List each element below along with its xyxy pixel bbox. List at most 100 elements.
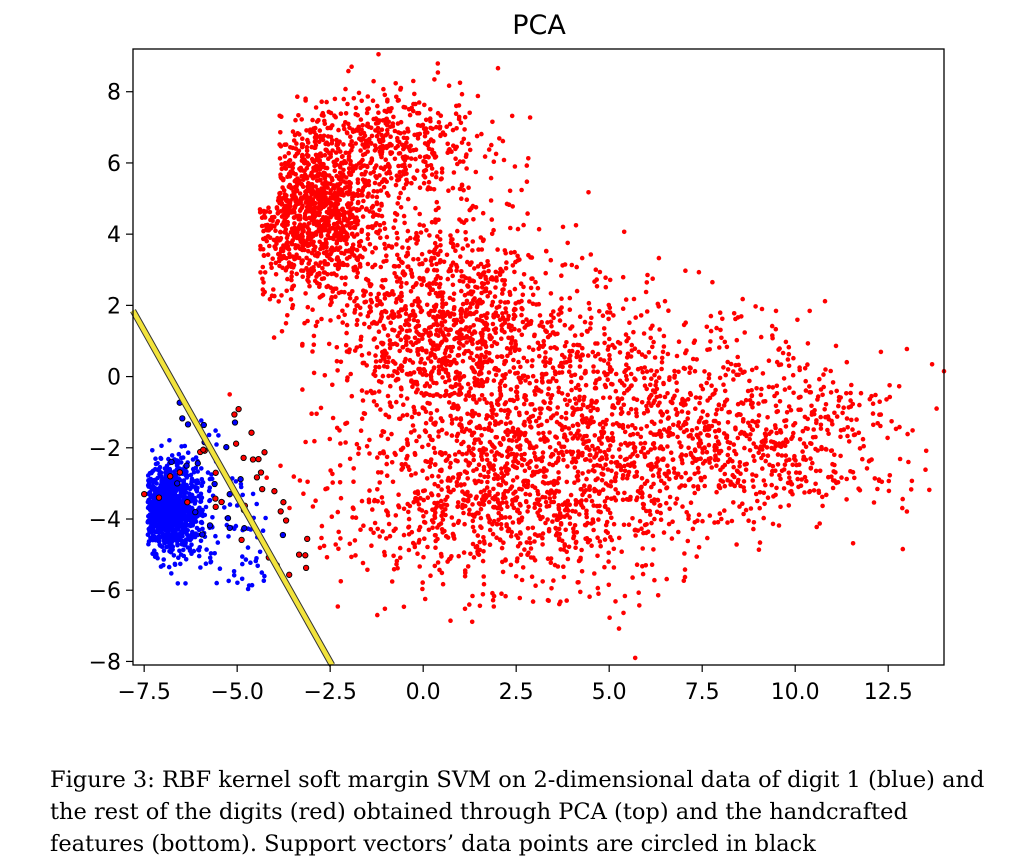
data-point-other-digits xyxy=(556,476,562,481)
data-point-other-digits xyxy=(348,134,353,139)
data-point-other-digits xyxy=(650,473,656,478)
data-point-other-digits xyxy=(461,136,467,142)
data-point-other-digits xyxy=(330,123,335,128)
data-point-other-digits xyxy=(426,527,432,533)
data-point-other-digits xyxy=(514,438,519,444)
data-point-other-digits xyxy=(477,397,482,402)
data-point-other-digits xyxy=(569,262,575,268)
data-point-other-digits xyxy=(706,375,712,381)
data-point-other-digits xyxy=(607,356,612,362)
data-point-other-digits xyxy=(838,453,843,459)
data-point-other-digits xyxy=(747,448,753,453)
data-point-other-digits xyxy=(460,489,465,494)
data-point-other-digits xyxy=(494,535,499,540)
data-point-other-digits xyxy=(486,499,492,505)
data-point-other-digits xyxy=(368,291,374,297)
data-point-other-digits xyxy=(782,418,787,424)
data-point-other-digits xyxy=(412,450,418,456)
data-point-other-digits xyxy=(425,544,430,550)
data-point-other-digits xyxy=(623,373,629,379)
data-point-other-digits xyxy=(432,563,438,569)
data-point-other-digits xyxy=(453,111,459,116)
data-point-other-digits xyxy=(306,279,311,285)
data-point-other-digits xyxy=(474,353,480,359)
data-point-other-digits xyxy=(681,578,687,583)
data-point-other-digits xyxy=(403,335,408,341)
data-point-other-digits xyxy=(447,295,453,301)
data-point-other-digits xyxy=(690,436,695,441)
data-point-other-digits xyxy=(451,522,457,528)
data-point-other-digits xyxy=(421,223,427,228)
data-point-other-digits xyxy=(662,298,668,304)
data-point-other-digits xyxy=(343,180,349,185)
data-point-other-digits xyxy=(751,526,756,532)
data-point-other-digits xyxy=(386,373,391,379)
data-point-other-digits xyxy=(446,400,452,405)
data-point-other-digits xyxy=(413,471,418,476)
data-point-other-digits xyxy=(321,133,327,139)
data-point-other-digits xyxy=(260,276,265,282)
data-point-other-digits xyxy=(385,333,391,338)
data-point-other-digits xyxy=(606,582,612,588)
data-point-other-digits xyxy=(368,125,374,131)
data-point-other-digits xyxy=(713,418,718,424)
data-point-other-digits xyxy=(413,340,419,346)
data-point-other-digits xyxy=(541,399,546,404)
data-point-other-digits xyxy=(405,442,411,448)
data-point-other-digits xyxy=(455,242,460,248)
data-point-other-digits xyxy=(778,476,783,482)
data-point-other-digits xyxy=(706,442,712,448)
data-point-other-digits xyxy=(519,462,525,468)
data-point-other-digits xyxy=(897,456,903,462)
data-point-other-digits xyxy=(350,127,355,132)
data-point-other-digits xyxy=(743,397,749,403)
data-point-other-digits xyxy=(322,171,328,176)
data-point-other-digits xyxy=(426,325,432,331)
data-point-other-digits xyxy=(794,462,799,468)
chart-title: PCA xyxy=(512,10,566,41)
data-point-other-digits xyxy=(372,368,378,374)
data-point-other-digits xyxy=(771,439,776,445)
data-point-other-digits xyxy=(397,348,403,354)
data-point-other-digits xyxy=(782,443,788,449)
data-point-other-digits xyxy=(548,257,554,263)
data-point-other-digits xyxy=(407,163,413,169)
data-point-other-digits xyxy=(679,409,685,414)
data-point-other-digits xyxy=(602,332,607,337)
data-point-other-digits xyxy=(594,503,600,509)
data-point-other-digits xyxy=(351,466,357,471)
data-point-other-digits xyxy=(505,427,510,433)
data-point-other-digits xyxy=(549,499,554,505)
data-point-other-digits xyxy=(423,429,429,435)
data-point-other-digits xyxy=(377,148,383,154)
data-point-other-digits xyxy=(422,596,428,602)
data-point-other-digits xyxy=(354,274,360,280)
data-point-other-digits xyxy=(551,309,556,314)
data-point-other-digits xyxy=(667,494,673,500)
data-point-other-digits xyxy=(525,461,530,467)
data-point-other-digits xyxy=(498,506,504,512)
data-point-other-digits xyxy=(509,337,515,343)
data-point-other-digits xyxy=(774,430,779,436)
data-point-other-digits xyxy=(292,191,297,197)
data-point-other-digits xyxy=(648,335,653,341)
data-point-other-digits xyxy=(375,103,380,109)
data-point-other-digits xyxy=(467,420,472,426)
data-point-other-digits xyxy=(548,400,553,406)
data-point-other-digits xyxy=(700,409,706,414)
data-point-other-digits xyxy=(351,164,356,169)
data-point-other-digits xyxy=(421,514,426,519)
data-point-other-digits xyxy=(471,217,476,222)
data-point-other-digits xyxy=(786,351,792,357)
data-point-other-digits xyxy=(524,359,530,364)
data-point-other-digits xyxy=(376,110,381,115)
data-point-other-digits xyxy=(451,170,457,175)
data-point-other-digits xyxy=(640,571,646,577)
data-point-other-digits xyxy=(650,533,656,539)
data-point-other-digits xyxy=(675,423,681,428)
data-point-other-digits xyxy=(630,441,636,446)
data-point-other-digits xyxy=(296,113,301,118)
data-point-other-digits xyxy=(823,367,828,372)
data-point-other-digits xyxy=(544,504,550,509)
data-point-other-digits xyxy=(564,340,569,345)
